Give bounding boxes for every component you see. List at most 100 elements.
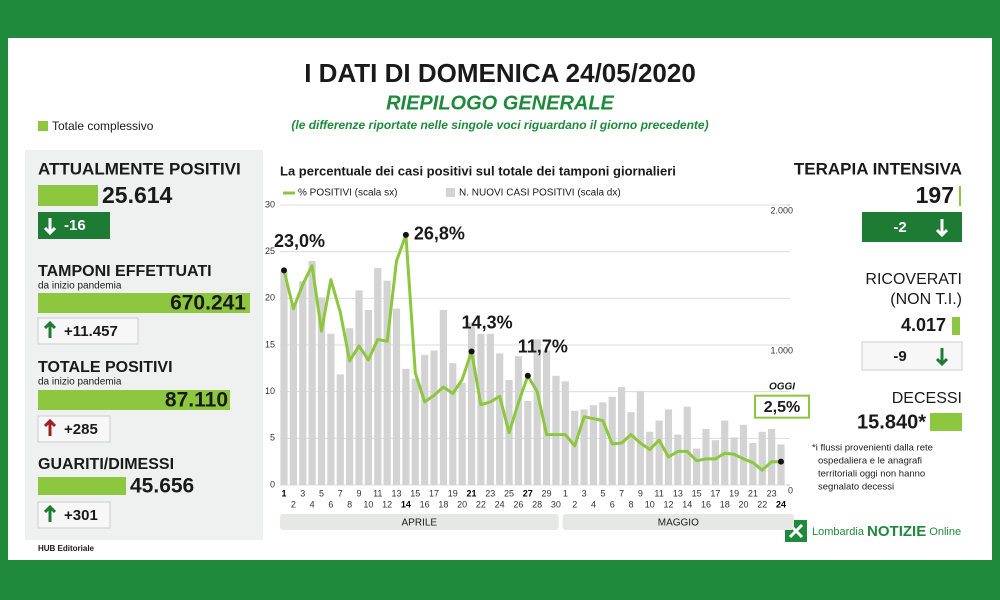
x-tick-label: 19 bbox=[729, 488, 739, 498]
bar bbox=[402, 368, 410, 485]
x-tick-label: 30 bbox=[551, 499, 561, 509]
bar bbox=[739, 424, 748, 485]
panel-subtitle: da inizio pandemia bbox=[38, 377, 122, 388]
value-label: 26,8% bbox=[414, 224, 465, 244]
x-tick-label: 8 bbox=[628, 499, 633, 509]
panel-change: -2 bbox=[893, 219, 906, 236]
panel-total: 87.110 bbox=[165, 389, 228, 412]
bar bbox=[355, 290, 363, 485]
panel-total: 670.241 bbox=[170, 292, 246, 315]
bar bbox=[730, 437, 738, 485]
y-tick-label: 15 bbox=[265, 339, 275, 349]
total-bar bbox=[38, 293, 250, 313]
x-tick-label: 21 bbox=[748, 488, 758, 498]
panel-title: GUARITI/DIMESSI bbox=[38, 456, 174, 473]
x-tick-label: 6 bbox=[328, 499, 333, 509]
x-tick-label: 2 bbox=[291, 499, 296, 509]
panel-change: -9 bbox=[893, 348, 906, 365]
panel-subtitle: (NON T.I.) bbox=[890, 291, 962, 308]
bar bbox=[421, 354, 429, 485]
panel-change: +285 bbox=[64, 421, 98, 438]
bar bbox=[617, 387, 626, 485]
y-tick-label: 5 bbox=[270, 433, 275, 443]
x-tick-label: 27 bbox=[523, 488, 533, 498]
arrow-up bbox=[43, 320, 57, 338]
bar bbox=[777, 444, 785, 485]
panel-title: DECESSI bbox=[892, 390, 962, 407]
bar bbox=[496, 353, 504, 485]
x-tick-label: 28 bbox=[532, 499, 542, 509]
bar bbox=[449, 363, 457, 485]
bar bbox=[308, 261, 316, 485]
panel-change: +301 bbox=[64, 507, 98, 524]
y2-tick-label: 0 bbox=[788, 485, 793, 495]
panel-total: 45.656 bbox=[130, 475, 194, 498]
x-tick-label: 6 bbox=[610, 499, 615, 509]
bar bbox=[336, 374, 344, 485]
value-label: 23,0% bbox=[274, 231, 325, 251]
panel-title: TOTALE POSITIVI bbox=[38, 359, 173, 376]
bar bbox=[364, 310, 372, 485]
x-tick-label: 29 bbox=[542, 488, 552, 498]
bar bbox=[411, 378, 419, 485]
y-tick-label: 25 bbox=[265, 246, 275, 256]
label-box bbox=[754, 394, 810, 419]
bar bbox=[346, 328, 354, 485]
bar bbox=[542, 350, 551, 485]
x-tick-label: 16 bbox=[420, 499, 430, 509]
bar bbox=[711, 440, 719, 485]
bar bbox=[524, 401, 532, 485]
bar bbox=[458, 382, 466, 485]
bar bbox=[289, 304, 297, 485]
bar bbox=[693, 448, 701, 485]
value-label: 2,5% bbox=[764, 399, 800, 416]
bar bbox=[439, 310, 448, 485]
subtitle: RIEPILOGO GENERALE bbox=[386, 92, 614, 114]
title: I DATI DI DOMENICA 24/05/2020 bbox=[304, 58, 696, 88]
x-tick-label: 23 bbox=[767, 488, 777, 498]
x-tick-label: 2 bbox=[572, 499, 577, 509]
x-tick-label: 24 bbox=[776, 499, 786, 509]
x-tick-label: 13 bbox=[392, 488, 402, 498]
bar bbox=[327, 333, 335, 485]
bar bbox=[467, 322, 476, 485]
footnote: *i flussi provenienti dalla rete ospedal… bbox=[812, 443, 933, 493]
value-label: 14,3% bbox=[462, 312, 513, 332]
change-box bbox=[862, 212, 962, 242]
bar bbox=[655, 420, 663, 485]
y-tick-label: 0 bbox=[270, 479, 275, 489]
x-tick-label: 20 bbox=[738, 499, 748, 509]
panel-title: RICOVERATI bbox=[865, 271, 962, 288]
x-tick-label: 11 bbox=[654, 488, 663, 498]
panel-total: 4.017 bbox=[901, 315, 946, 335]
x-tick-label: 23 bbox=[485, 488, 495, 498]
logo-brand: Lombardia bbox=[812, 526, 865, 538]
x-tick-label: 9 bbox=[638, 488, 643, 498]
x-tick-label: 1 bbox=[563, 488, 568, 498]
x-tick-label: 4 bbox=[591, 499, 596, 509]
bar bbox=[683, 406, 691, 485]
x-tick-label: 10 bbox=[363, 499, 373, 509]
chart: % POSITIVI (scala sx) N. NUOVI CASI POSIT… bbox=[265, 188, 810, 530]
y2-tick-label: 2.000 bbox=[770, 205, 793, 215]
logo: Lombardia NOTIZIE Online bbox=[812, 523, 961, 540]
total-bar bbox=[959, 186, 961, 206]
x-tick-label: 17 bbox=[429, 488, 439, 498]
bar bbox=[280, 270, 288, 485]
x-tick-label: 22 bbox=[757, 499, 767, 509]
change-box bbox=[37, 317, 139, 345]
arrow-down bbox=[43, 218, 57, 236]
x-tick-label: 3 bbox=[582, 488, 587, 498]
note: (le differenze riportate nelle singole v… bbox=[291, 118, 708, 132]
x-tick-label: 15 bbox=[692, 488, 702, 498]
x-tick-label: 19 bbox=[448, 488, 458, 498]
point bbox=[281, 267, 287, 274]
arrow-down bbox=[935, 348, 949, 367]
x-tick-label: 21 bbox=[467, 488, 477, 498]
bar bbox=[664, 409, 673, 485]
x-tick-label: 12 bbox=[663, 499, 673, 509]
annotation: OGGI bbox=[769, 381, 795, 392]
total-bar bbox=[38, 477, 126, 495]
